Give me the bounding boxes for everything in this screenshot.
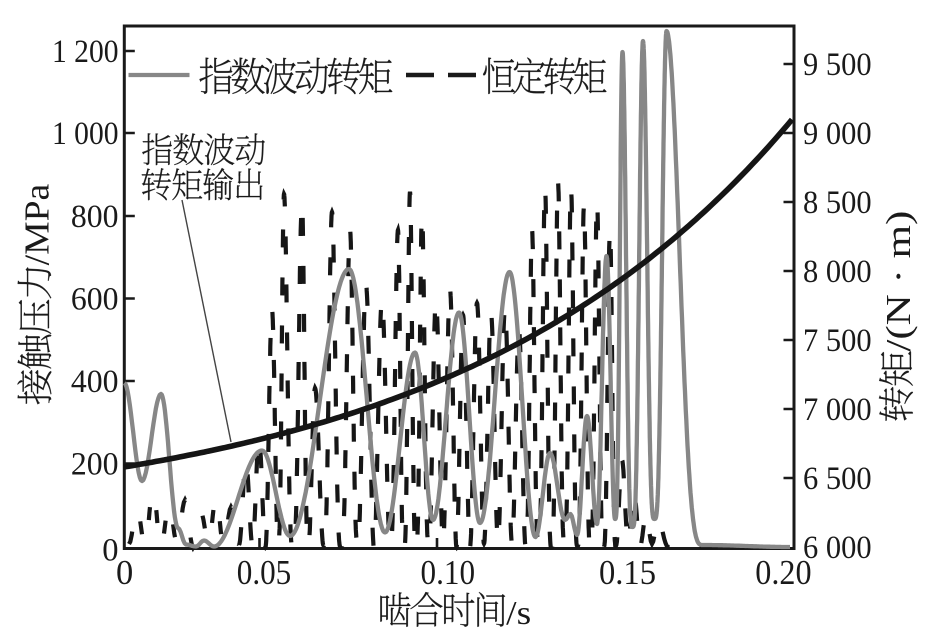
svg-text:600: 600: [71, 282, 119, 318]
svg-text:0.05: 0.05: [237, 554, 292, 592]
svg-text:1 000: 1 000: [52, 116, 119, 152]
svg-text:7 500: 7 500: [803, 323, 872, 359]
svg-text:8 000: 8 000: [803, 254, 872, 290]
svg-text:0: 0: [102, 533, 118, 569]
svg-text:200: 200: [71, 447, 119, 483]
svg-text:6 000: 6 000: [803, 530, 872, 566]
svg-text:400: 400: [71, 364, 119, 400]
svg-text:8 500: 8 500: [803, 185, 872, 221]
svg-text:9 500: 9 500: [803, 47, 872, 83]
svg-text:0: 0: [116, 554, 133, 592]
svg-text:0.20: 0.20: [755, 554, 811, 592]
svg-text:6 500: 6 500: [803, 461, 872, 497]
svg-text:/s: /s: [506, 595, 531, 632]
svg-text:1 200: 1 200: [52, 34, 119, 70]
svg-text:0.15: 0.15: [599, 554, 656, 592]
svg-text:800: 800: [71, 199, 119, 235]
svg-text:/(N · m): /(N · m): [879, 211, 918, 352]
svg-text:/MPa: /MPa: [18, 183, 57, 265]
svg-text:7 000: 7 000: [803, 392, 872, 428]
svg-text:0.10: 0.10: [421, 554, 476, 592]
svg-text:9 000: 9 000: [803, 116, 872, 152]
